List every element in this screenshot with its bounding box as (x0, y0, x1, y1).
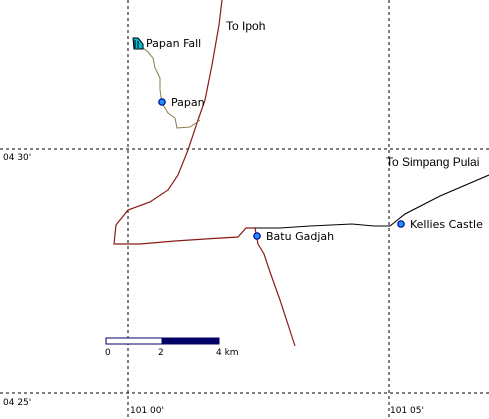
grid-label-lat-04-30: 04 30' (3, 153, 31, 163)
scale-label-4km: 4 km (216, 348, 239, 358)
grid-label-lon-101-05: 101 05' (390, 406, 424, 416)
destination-label-simpang-pulai: To Simpang Pulai (386, 155, 479, 169)
batu-gadjah-marker-icon[interactable] (253, 232, 261, 240)
trail-papan-fall-upper (141, 46, 163, 104)
trail-papan-fall (161, 102, 201, 129)
scale-label-2: 2 (158, 348, 164, 358)
place-label-kellies-castle: Kellies Castle (410, 218, 483, 231)
scale-label-0: 0 (105, 348, 111, 358)
scale-bar: 0 2 4 km (105, 337, 239, 358)
scale-bar-segment-dark (161, 337, 220, 345)
scale-bar-segment-light (105, 337, 163, 345)
secondary-road (255, 174, 489, 229)
kellies-castle-marker-icon[interactable] (397, 220, 405, 228)
grid-label-lat-04-25: 04 25' (3, 398, 31, 408)
papan-marker-icon[interactable] (158, 98, 166, 106)
waterfall-icon (132, 37, 144, 50)
place-label-papan-fall: Papan Fall (146, 37, 201, 50)
destination-label-ipoh: To Ipoh (226, 19, 265, 33)
place-label-batu-gadjah: Batu Gadjah (266, 230, 334, 243)
main-road (113, 0, 296, 347)
grid-label-lon-101-00: 101 00' (130, 406, 164, 416)
place-label-papan: Papan (171, 96, 205, 109)
